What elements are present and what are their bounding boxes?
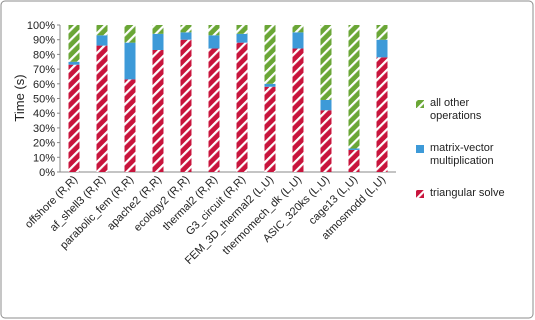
y-tick-label: 30% [33, 123, 55, 135]
bar-segment [236, 33, 248, 43]
bar-segment [236, 42, 248, 172]
bar-segment [320, 25, 332, 100]
bar-segment [96, 35, 108, 46]
y-axis-label: Time (s) [12, 74, 27, 121]
bar-segment [124, 42, 136, 80]
y-tick-label: 10% [33, 152, 55, 164]
bar-segment [180, 25, 192, 33]
bar-segment [96, 25, 108, 36]
y-tick-label: 70% [33, 64, 55, 76]
bar-segment [96, 45, 108, 172]
legend-label: all other operations [430, 97, 482, 122]
bar-segment [68, 25, 80, 62]
bar-segment [264, 25, 276, 84]
bar-segment [68, 61, 80, 65]
bar-segment [376, 57, 388, 173]
y-tick-label: 40% [33, 108, 55, 120]
y-tick-label: 0% [39, 167, 55, 179]
legend-swatch [416, 100, 424, 108]
legend-label: triangular solve [430, 187, 505, 199]
bar-segment [152, 25, 164, 34]
bar-segment [264, 86, 276, 172]
bar-segment [180, 39, 192, 173]
bar-segment [208, 35, 220, 49]
y-tick-label: 60% [33, 79, 55, 91]
bar-segment [320, 99, 332, 111]
bar-segment [180, 32, 192, 40]
bar-segment [68, 64, 80, 172]
bar-segment [264, 83, 276, 87]
bar-segment [292, 48, 304, 172]
y-tick-label: 80% [33, 49, 55, 61]
bar-segment [152, 49, 164, 172]
bar-segment [208, 48, 220, 172]
y-tick-label: 90% [33, 35, 55, 47]
y-tick-label: 50% [33, 94, 55, 106]
legend-swatch [416, 190, 424, 198]
legend-swatch [416, 145, 424, 153]
y-tick-label: 20% [33, 138, 55, 150]
bar-segment [152, 33, 164, 50]
bar-segment [208, 25, 220, 36]
bar-segment [292, 32, 304, 49]
bar-segment [292, 25, 304, 33]
bar-segment [348, 148, 360, 150]
bar-segment [348, 149, 360, 172]
bar-segment [376, 39, 388, 58]
y-tick-label: 100% [27, 20, 55, 32]
legend-label: matrix-vector multiplication [430, 142, 494, 167]
bar-segment [376, 25, 388, 40]
bar-segment [236, 25, 248, 34]
bar-segment [348, 25, 360, 149]
bar-segment [320, 110, 332, 172]
bar-segment [124, 79, 136, 172]
bar-segment [124, 25, 136, 43]
